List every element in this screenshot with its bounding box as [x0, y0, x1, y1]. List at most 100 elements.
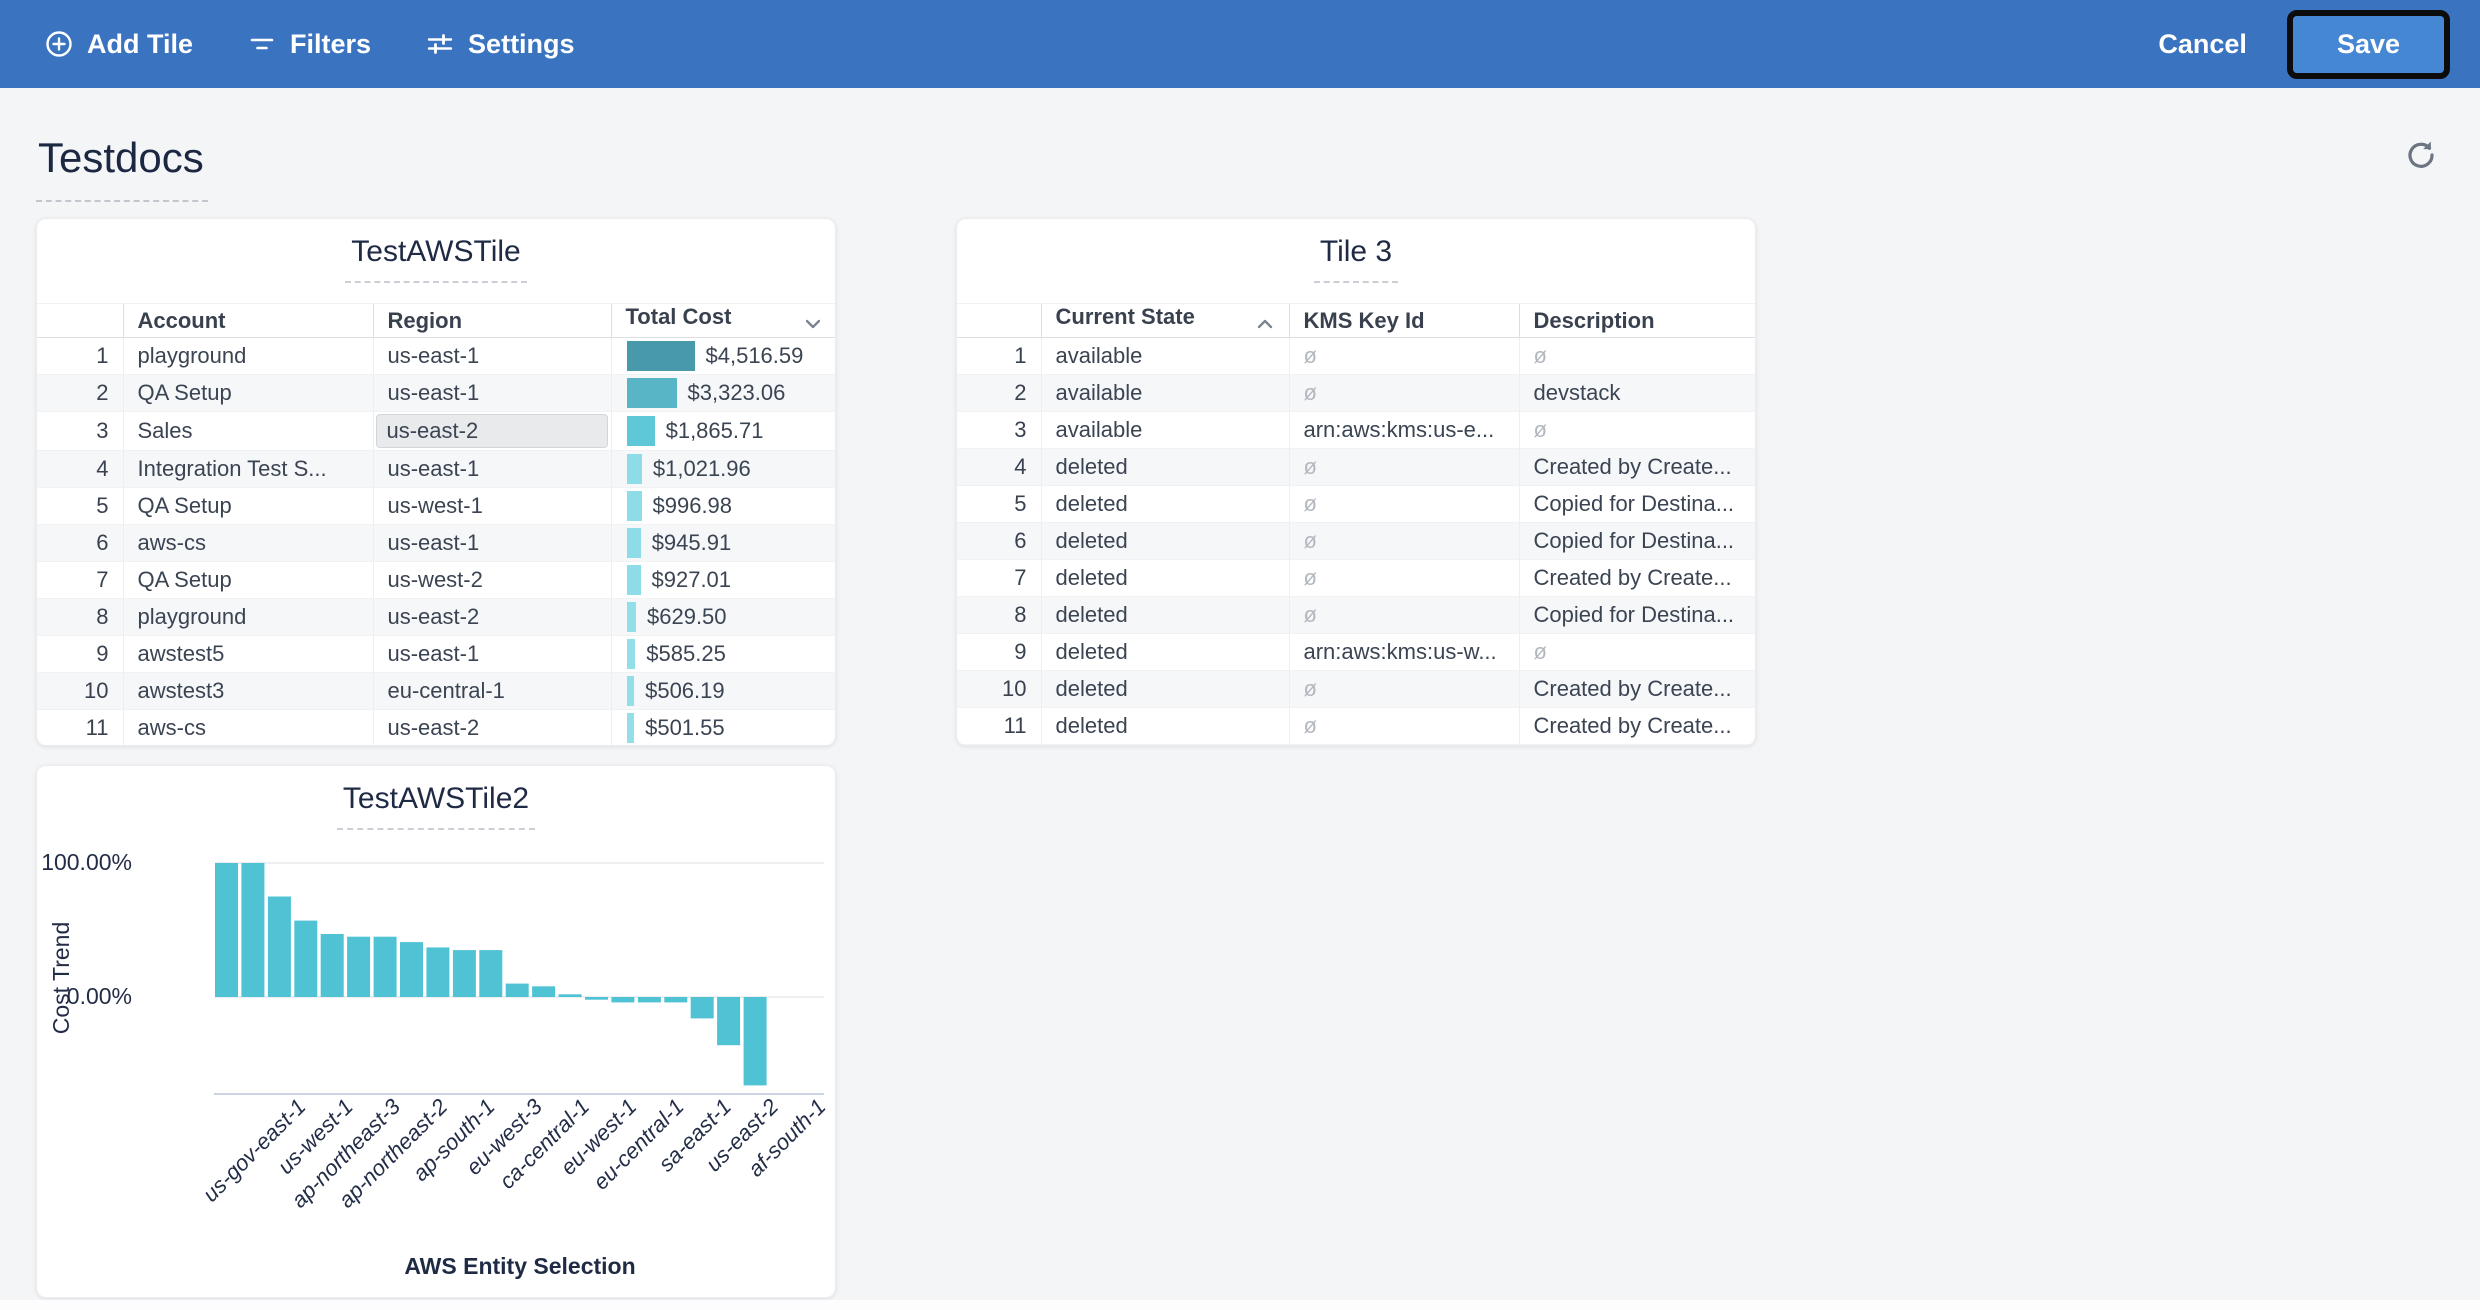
table-cell-account[interactable]: awstest5 [122, 635, 373, 673]
table-cell-total-cost[interactable]: $945.91 [610, 524, 835, 562]
table-cell-description[interactable]: Created by Create... [1518, 448, 1755, 486]
bar[interactable] [267, 896, 291, 998]
bar[interactable] [505, 983, 529, 997]
table-row[interactable]: 9 awstest5 us-east-1 $585.25 [37, 635, 835, 673]
add-tile-button[interactable]: Add Tile [44, 29, 193, 60]
table-cell-kms-key-id[interactable]: ø [1288, 337, 1519, 375]
refresh-button[interactable] [2402, 136, 2440, 177]
table-row[interactable]: 4 Integration Test S... us-east-1 $1,021… [37, 450, 835, 488]
table-cell-total-cost[interactable]: $629.50 [610, 598, 835, 636]
tile-title[interactable]: TestAWSTile2 [336, 782, 536, 830]
table-row[interactable]: 10 deleted ø Created by Create... [957, 670, 1755, 708]
table-cell-region[interactable]: us-east-1 [372, 337, 611, 375]
bar[interactable] [320, 934, 344, 997]
table-cell-account[interactable]: playground [122, 337, 373, 375]
table-cell-account[interactable]: aws-cs [122, 709, 373, 745]
cancel-button[interactable]: Cancel [2158, 28, 2247, 59]
table-cell-current-state[interactable]: deleted [1040, 559, 1289, 597]
table-row[interactable]: 6 aws-cs us-east-1 $945.91 [37, 524, 835, 562]
table-cell-kms-key-id[interactable]: arn:aws:kms:us-w... [1288, 633, 1519, 671]
table-row[interactable]: 2 available ø devstack [957, 374, 1755, 412]
table-cell-region[interactable]: us-east-1 [372, 524, 611, 562]
table-cell-account[interactable]: QA Setup [122, 561, 373, 599]
table-cell-current-state[interactable]: deleted [1040, 485, 1289, 523]
table-cell-region[interactable]: us-west-2 [372, 561, 611, 599]
bar[interactable] [664, 997, 688, 1003]
table-cell-total-cost[interactable]: $1,865.71 [610, 411, 835, 451]
table-cell-current-state[interactable]: deleted [1040, 448, 1289, 486]
table-row[interactable]: 8 deleted ø Copied for Destina... [957, 596, 1755, 634]
table-cell-region[interactable]: eu-central-1 [372, 672, 611, 710]
table-cell-total-cost[interactable]: $4,516.59 [610, 337, 835, 375]
table-row[interactable]: 5 deleted ø Copied for Destina... [957, 485, 1755, 523]
table-row[interactable]: 3 available arn:aws:kms:us-e... ø [957, 411, 1755, 449]
table-cell-description[interactable]: ø [1518, 337, 1755, 375]
bar[interactable] [215, 863, 238, 997]
table-row[interactable]: 6 deleted ø Copied for Destina... [957, 522, 1755, 560]
table-cell-current-state[interactable]: available [1040, 411, 1289, 449]
table-cell-total-cost[interactable]: $927.01 [610, 561, 835, 599]
table-cell-total-cost[interactable]: $501.55 [610, 709, 835, 745]
bar[interactable] [294, 920, 318, 997]
table-cell-account[interactable]: QA Setup [122, 487, 373, 525]
filters-button[interactable]: Filters [247, 29, 371, 60]
bar[interactable] [426, 947, 450, 997]
table-cell-current-state[interactable]: available [1040, 374, 1289, 412]
table-cell-kms-key-id[interactable]: ø [1288, 374, 1519, 412]
table-cell-current-state[interactable]: deleted [1040, 522, 1289, 560]
tile-title[interactable]: TestAWSTile [345, 235, 527, 283]
table-row[interactable]: 11 deleted ø Created by Create... [957, 707, 1755, 745]
table-cell-current-state[interactable]: deleted [1040, 596, 1289, 634]
bar[interactable] [637, 997, 661, 1003]
table-cell-current-state[interactable]: deleted [1040, 707, 1289, 745]
column-header-total-cost[interactable]: Total Cost [610, 303, 835, 338]
column-header-kms-key-id[interactable]: KMS Key Id [1288, 303, 1519, 338]
table-cell-account[interactable]: Integration Test S... [122, 450, 373, 488]
table-cell-total-cost[interactable]: $996.98 [610, 487, 835, 525]
table-cell-description[interactable]: Created by Create... [1518, 559, 1755, 597]
column-header-account[interactable]: Account [122, 303, 373, 338]
table-cell-kms-key-id[interactable]: ø [1288, 485, 1519, 523]
table-cell-region[interactable]: us-east-1 [372, 374, 611, 412]
bar[interactable] [347, 936, 371, 997]
table-cell-current-state[interactable]: deleted [1040, 670, 1289, 708]
table-cell-current-state[interactable]: available [1040, 337, 1289, 375]
table-cell-description[interactable]: ø [1518, 411, 1755, 449]
bar[interactable] [532, 986, 556, 997]
table-cell-total-cost[interactable]: $1,021.96 [610, 450, 835, 488]
table-cell-description[interactable]: ø [1518, 633, 1755, 671]
table-row[interactable]: 5 QA Setup us-west-1 $996.98 [37, 487, 835, 525]
table-row[interactable]: 1 playground us-east-1 $4,516.59 [37, 337, 835, 375]
bar[interactable] [611, 997, 635, 1003]
table-cell-current-state[interactable]: deleted [1040, 633, 1289, 671]
save-button[interactable]: Save [2292, 15, 2444, 73]
table-row[interactable]: 9 deleted arn:aws:kms:us-w... ø [957, 633, 1755, 671]
table-cell-account[interactable]: playground [122, 598, 373, 636]
table-row[interactable]: 1 available ø ø [957, 337, 1755, 375]
column-header-region[interactable]: Region [372, 303, 611, 338]
table-cell-kms-key-id[interactable]: arn:aws:kms:us-e... [1288, 411, 1519, 449]
table-cell-total-cost[interactable]: $3,323.06 [610, 374, 835, 412]
table-cell-kms-key-id[interactable]: ø [1288, 670, 1519, 708]
table-cell-account[interactable]: QA Setup [122, 374, 373, 412]
table-row[interactable]: 10 awstest3 eu-central-1 $506.19 [37, 672, 835, 710]
table-cell-region-selected[interactable]: us-east-2 [372, 411, 611, 451]
bar[interactable] [452, 950, 476, 997]
bar[interactable] [558, 994, 582, 997]
table-row[interactable]: 7 deleted ø Created by Create... [957, 559, 1755, 597]
settings-button[interactable]: Settings [425, 29, 575, 60]
table-cell-account[interactable]: Sales [122, 411, 373, 451]
table-cell-description[interactable]: Copied for Destina... [1518, 522, 1755, 560]
table-row[interactable]: 3 Sales us-east-2 $1,865.71 [37, 411, 835, 451]
page-title[interactable]: Testdocs [36, 134, 208, 202]
bar[interactable] [241, 863, 265, 997]
column-header-current-state[interactable]: Current State [1040, 303, 1289, 338]
bar[interactable] [690, 997, 714, 1019]
bar[interactable] [717, 997, 741, 1046]
table-row[interactable]: 2 QA Setup us-east-1 $3,323.06 [37, 374, 835, 412]
bar[interactable] [479, 950, 503, 997]
table-cell-kms-key-id[interactable]: ø [1288, 448, 1519, 486]
bar[interactable] [373, 936, 397, 997]
table-row[interactable]: 7 QA Setup us-west-2 $927.01 [37, 561, 835, 599]
table-cell-region[interactable]: us-east-2 [372, 598, 611, 636]
